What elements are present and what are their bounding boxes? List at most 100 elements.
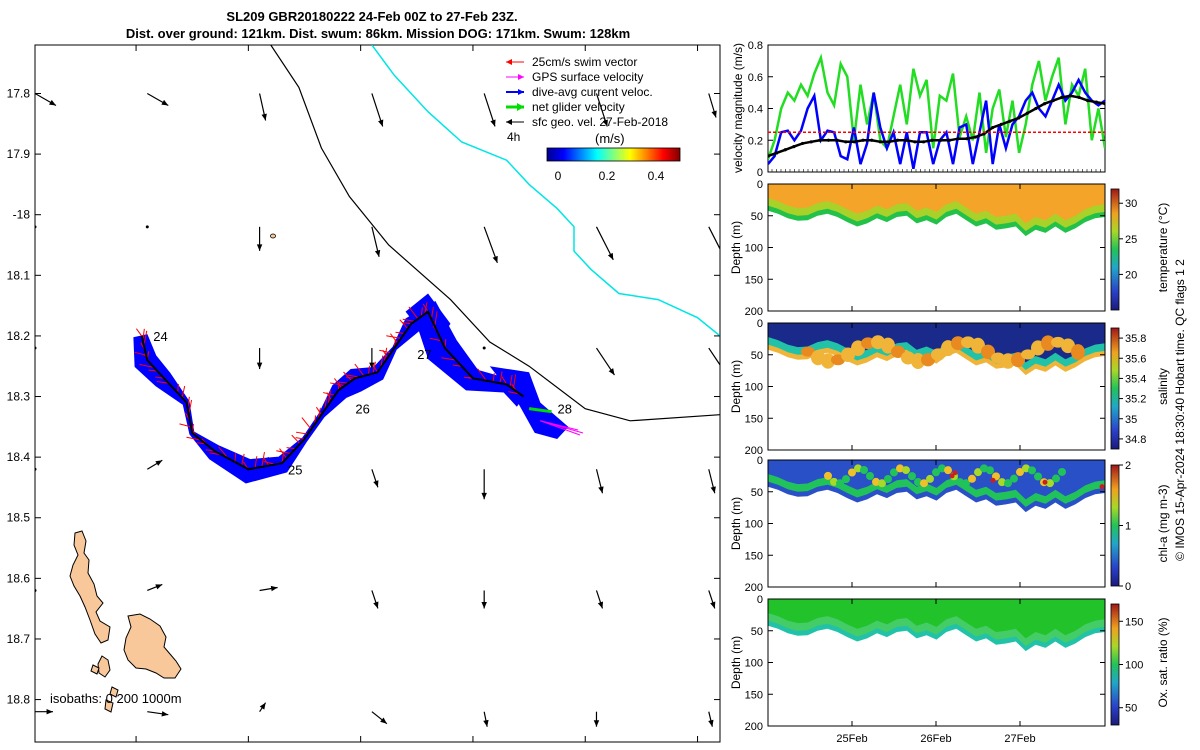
swim-vector bbox=[330, 382, 346, 387]
track-day-label: 27 bbox=[417, 347, 431, 362]
geo-velocity-arrowhead bbox=[711, 110, 717, 118]
section-ytick-label: 0 bbox=[757, 455, 763, 467]
velocity-point-black bbox=[775, 151, 779, 155]
geo-velocity-arrowhead bbox=[374, 249, 381, 257]
section-colorbar bbox=[1110, 188, 1120, 311]
geo-velocity-arrowhead bbox=[481, 492, 487, 500]
swim-vector bbox=[181, 385, 186, 398]
section-ytick-label: 200 bbox=[745, 721, 763, 733]
legend-label-gps: GPS surface velocity bbox=[532, 70, 643, 84]
swim-vector bbox=[254, 456, 258, 469]
section-feature bbox=[821, 353, 835, 369]
section-feature bbox=[1010, 474, 1018, 483]
section-feature bbox=[914, 477, 922, 486]
section-feature bbox=[998, 478, 1006, 487]
swim-vector bbox=[354, 363, 365, 377]
swim-vector bbox=[492, 372, 495, 383]
map-xtick-label: 147.2 bbox=[458, 748, 488, 750]
section-feature bbox=[1071, 344, 1085, 360]
swim-vector bbox=[390, 333, 399, 344]
legend-entry-gps: GPS surface velocity bbox=[506, 70, 643, 84]
velocity-point-black bbox=[1086, 98, 1090, 103]
swim-vector bbox=[301, 417, 312, 430]
velocity-ytick-label: 0.6 bbox=[748, 72, 763, 84]
section-xtick-label: 26Feb bbox=[920, 733, 951, 745]
geo-velocity-arrowhead bbox=[720, 253, 725, 260]
map-plot-area: 24 25 26 27 28 bbox=[35, 45, 725, 727]
swim-vector bbox=[179, 423, 192, 428]
map-colorbar-tick: 0.4 bbox=[648, 169, 665, 183]
velocity-point-black bbox=[1103, 102, 1105, 106]
section-xtick-label: 25Feb bbox=[836, 733, 867, 745]
section-ytick-label: 50 bbox=[751, 487, 763, 499]
geo-velocity-arrowhead bbox=[46, 708, 53, 715]
section-feature bbox=[1016, 468, 1024, 477]
velocity-series-blue bbox=[768, 77, 1105, 170]
velocity-point-black bbox=[1060, 95, 1064, 99]
section-feature bbox=[990, 477, 996, 483]
section-feature bbox=[952, 470, 958, 476]
map-colorbar-title: (m/s) bbox=[595, 131, 625, 146]
map-ytick-label: 18.6 bbox=[7, 571, 31, 585]
track-day-label: 24 bbox=[153, 329, 167, 344]
geo-velocity-arrowhead bbox=[161, 99, 169, 106]
geo-velocity-arrowhead bbox=[155, 584, 163, 590]
geo-velocity-arrowhead bbox=[256, 244, 263, 251]
section-colorbar-tick-label: 35 bbox=[1125, 414, 1137, 426]
swim-vector bbox=[430, 307, 434, 320]
section-feature bbox=[911, 352, 925, 369]
map-legend: 25cm/s swim vector GPS surface velocity … bbox=[506, 55, 681, 183]
section-feature bbox=[866, 472, 874, 481]
section-feature bbox=[1004, 479, 1012, 488]
section-ytick-label: 150 bbox=[745, 274, 763, 286]
section-feature bbox=[848, 468, 856, 477]
velocity-point-black bbox=[913, 140, 917, 144]
velocity-point-black bbox=[973, 135, 977, 139]
swim-vector bbox=[372, 364, 378, 373]
velocity-point-black bbox=[947, 138, 952, 142]
section-feature bbox=[891, 345, 905, 358]
section-feature bbox=[890, 468, 898, 477]
section-colorbar-tick-label: 30 bbox=[1125, 198, 1137, 210]
swim-vector bbox=[434, 311, 438, 327]
section-colorbar-tick-label: 35.4 bbox=[1125, 373, 1146, 385]
velocity-ytick-label: 0.8 bbox=[748, 40, 763, 52]
swim-vector bbox=[509, 374, 513, 387]
section-colorbar bbox=[1110, 327, 1120, 450]
section-colorbar-tick-label: 1 bbox=[1125, 521, 1131, 533]
geo-velocity-arrowhead bbox=[256, 362, 263, 370]
section-panel-temperature: 0 50 100 150 200 Depth (m) 30 25 20 temperature (… bbox=[729, 179, 1170, 318]
section-feature bbox=[1021, 349, 1035, 360]
section-ylabel: Depth (m) bbox=[729, 221, 743, 274]
velocity-series-black bbox=[768, 94, 1105, 158]
swim-vector bbox=[241, 453, 245, 466]
section-feature bbox=[944, 466, 952, 475]
section-ytick-label: 200 bbox=[745, 306, 763, 318]
swim-vector bbox=[422, 303, 429, 312]
gps-surface-velocity bbox=[540, 420, 581, 436]
legend-entry-sfc-geo: sfc geo. vel. 27-Feb-2018 bbox=[506, 115, 668, 129]
section-feature bbox=[938, 464, 946, 473]
velocity-point-black bbox=[826, 138, 831, 142]
section-feature bbox=[962, 479, 970, 488]
velocity-point-black bbox=[844, 140, 848, 144]
velocity-point-black bbox=[1016, 116, 1021, 120]
section-ytick-label: 0 bbox=[757, 179, 763, 191]
isobaths-label: isobaths: 0 200 1000m bbox=[50, 691, 182, 706]
section-colorbar-tick-label: 25 bbox=[1125, 234, 1137, 246]
section-ytick-label: 0 bbox=[757, 594, 763, 606]
swim-vector bbox=[402, 318, 415, 322]
section-ytick-label: 150 bbox=[745, 550, 763, 562]
island-land bbox=[109, 686, 119, 698]
swim-vector bbox=[291, 434, 301, 445]
legend-hour-label: 4h bbox=[507, 130, 520, 144]
map-xtick-label: 147.4 bbox=[570, 748, 600, 750]
swim-vector bbox=[139, 363, 155, 368]
net-glider-velocity bbox=[528, 407, 552, 414]
section-colorbar-label: Ox. sat. ratio (%) bbox=[1156, 617, 1170, 707]
velocity-ytick-label: 0.2 bbox=[748, 135, 763, 147]
section-feature bbox=[926, 474, 934, 483]
geo-velocity-dot bbox=[35, 225, 37, 229]
glider-track bbox=[140, 310, 525, 471]
velocity-point-black bbox=[921, 140, 926, 144]
